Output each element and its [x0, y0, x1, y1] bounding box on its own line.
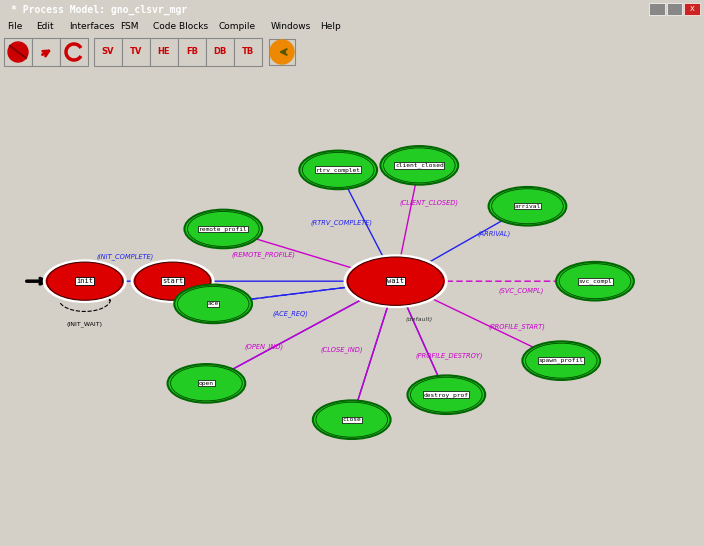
Text: open: open [199, 381, 214, 386]
Text: X: X [690, 5, 694, 11]
Text: remote_profil: remote_profil [199, 226, 248, 232]
Text: (REMOTE_PROFILE): (REMOTE_PROFILE) [232, 252, 296, 258]
Text: rtrv_complet: rtrv_complet [315, 167, 360, 173]
Text: (ACE_REQ): (ACE_REQ) [273, 311, 309, 317]
Text: TB: TB [242, 48, 254, 56]
Ellipse shape [345, 256, 446, 307]
Text: FSM: FSM [120, 22, 138, 31]
Text: Interfaces: Interfaces [69, 22, 114, 31]
Ellipse shape [44, 261, 125, 301]
Text: init: init [76, 278, 93, 284]
Text: destroy_prof: destroy_prof [424, 392, 469, 397]
Ellipse shape [175, 284, 252, 323]
Ellipse shape [313, 400, 391, 439]
Text: FB: FB [186, 48, 198, 56]
FancyBboxPatch shape [234, 38, 262, 66]
FancyBboxPatch shape [122, 38, 150, 66]
Text: ace: ace [208, 301, 219, 306]
Text: (OPEN_IND): (OPEN_IND) [244, 343, 284, 351]
Ellipse shape [556, 262, 634, 300]
FancyBboxPatch shape [684, 3, 700, 15]
Text: (default): (default) [406, 317, 433, 322]
Text: Compile: Compile [218, 22, 256, 31]
Text: TV: TV [130, 48, 142, 56]
Ellipse shape [184, 210, 262, 248]
Ellipse shape [489, 187, 566, 225]
Text: spawn_profil: spawn_profil [539, 358, 584, 364]
Text: HE: HE [158, 48, 170, 56]
FancyBboxPatch shape [94, 38, 122, 66]
FancyBboxPatch shape [269, 39, 295, 65]
FancyBboxPatch shape [32, 38, 60, 66]
Text: (PROFILE_DESTROY): (PROFILE_DESTROY) [416, 353, 484, 359]
Text: start: start [162, 278, 183, 284]
Text: File: File [7, 22, 23, 31]
Ellipse shape [168, 364, 245, 402]
Text: close: close [342, 417, 361, 422]
Text: client_closed: client_closed [395, 163, 444, 168]
Text: wait: wait [387, 278, 404, 284]
Circle shape [8, 42, 28, 62]
Text: SV: SV [102, 48, 114, 56]
Ellipse shape [522, 341, 600, 380]
Text: * Process Model: gno_clsvr_mgr: * Process Model: gno_clsvr_mgr [11, 5, 187, 15]
Text: (PROFILE_START): (PROFILE_START) [489, 324, 546, 330]
Text: arrival: arrival [515, 204, 541, 209]
FancyBboxPatch shape [150, 38, 178, 66]
Ellipse shape [299, 151, 377, 189]
FancyBboxPatch shape [649, 3, 665, 15]
Text: (CLOSE_IND): (CLOSE_IND) [320, 346, 363, 353]
Ellipse shape [408, 376, 485, 414]
FancyBboxPatch shape [60, 38, 88, 66]
Text: DB: DB [213, 48, 227, 56]
Ellipse shape [380, 146, 458, 185]
Text: Windows: Windows [271, 22, 311, 31]
FancyBboxPatch shape [4, 38, 32, 66]
Text: Code Blocks: Code Blocks [153, 22, 208, 31]
Text: Help: Help [320, 22, 341, 31]
Text: (ARRIVAL): (ARRIVAL) [477, 230, 510, 237]
Circle shape [270, 40, 294, 64]
Text: (RTRV_COMPLETE): (RTRV_COMPLETE) [310, 219, 372, 225]
Text: (SVC_COMPL): (SVC_COMPL) [498, 287, 543, 294]
Ellipse shape [132, 261, 213, 301]
Text: Edit: Edit [37, 22, 54, 31]
Text: (CLIENT_CLOSED): (CLIENT_CLOSED) [400, 200, 459, 206]
FancyBboxPatch shape [667, 3, 682, 15]
Text: (INIT_COMPLETE): (INIT_COMPLETE) [96, 253, 154, 259]
Text: svc_compl: svc_compl [578, 278, 612, 284]
FancyBboxPatch shape [178, 38, 206, 66]
FancyBboxPatch shape [206, 38, 234, 66]
Text: (INIT_WAIT): (INIT_WAIT) [67, 322, 103, 327]
